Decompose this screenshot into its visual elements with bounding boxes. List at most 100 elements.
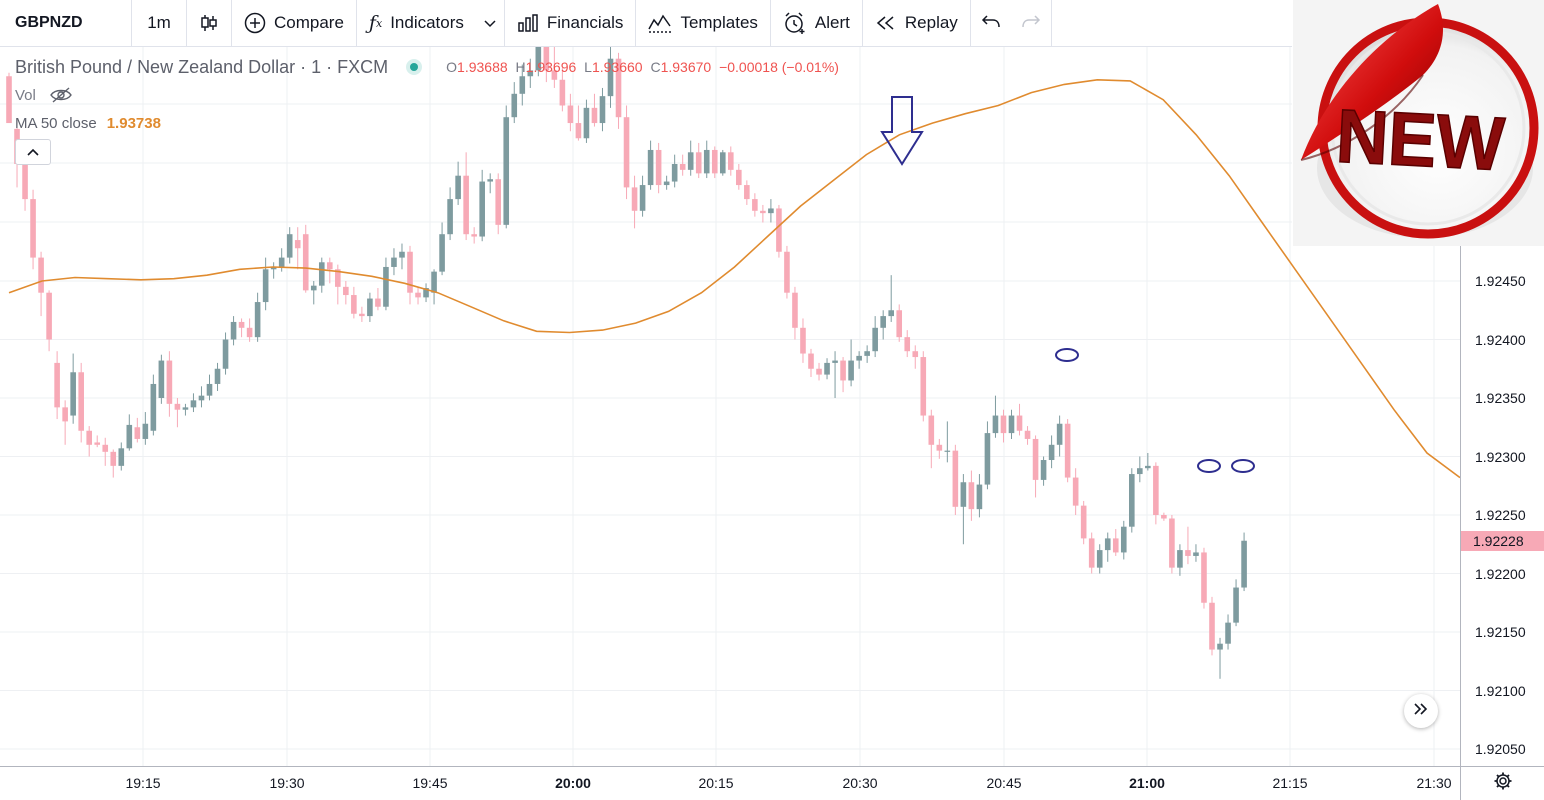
chevron-down-icon [484, 13, 496, 33]
chart-type-button[interactable] [187, 0, 232, 46]
candle-body [623, 117, 630, 188]
candle-body [230, 321, 237, 340]
chart-grid [0, 46, 1460, 766]
price-axis[interactable]: 1.92450 1.92400 1.92350 1.92300 1.92250 1.922… [1460, 246, 1544, 766]
candle-body [1080, 505, 1087, 539]
change-value: −0.00018 (−0.01%) [719, 59, 839, 75]
replay-button[interactable]: Replay [863, 0, 971, 46]
candle-body [679, 164, 686, 170]
ma-label: MA 50 close [15, 114, 97, 132]
time-tick-label: 21:00 [1129, 775, 1165, 791]
time-tick-label: 19:45 [412, 775, 448, 791]
indicators-dropdown-button[interactable] [476, 0, 505, 46]
candle-body [1008, 415, 1015, 434]
candle-body [174, 403, 181, 410]
annotations [880, 96, 1255, 473]
eye-off-icon[interactable] [50, 87, 72, 103]
candle-body [944, 450, 951, 452]
candle-body [1233, 587, 1239, 623]
scroll-to-realtime-button[interactable] [1404, 694, 1438, 728]
price-tick-label: 1.92100 [1475, 682, 1526, 699]
candle-body [832, 360, 838, 363]
candle-body [134, 427, 141, 439]
candle-body [487, 179, 493, 182]
circle-annotation [1197, 459, 1221, 473]
indicators-label: Indicators [390, 13, 464, 32]
symbol-search-button[interactable]: GBPNZD [0, 0, 132, 46]
candle-body [711, 149, 718, 174]
candle-body [479, 181, 485, 237]
candle-body [599, 96, 606, 124]
circle-annotation [1055, 348, 1079, 362]
candle-body [399, 251, 405, 258]
candle-body [126, 424, 133, 449]
last-price-label: 1.92228 [1461, 531, 1544, 551]
candle-body [262, 269, 269, 303]
time-tick-label: 20:00 [555, 775, 591, 791]
collapse-legend-button[interactable] [15, 139, 51, 165]
candle-body [687, 152, 694, 170]
candle-body [447, 199, 453, 235]
chevron-up-icon [27, 143, 39, 161]
open-value: 1.93688 [457, 59, 508, 75]
ma50-line [8, 78, 1460, 479]
candle-body [784, 251, 790, 293]
candle-body [1120, 526, 1127, 553]
candle-body [511, 93, 518, 118]
candle-body [744, 185, 750, 200]
candle-body [880, 316, 886, 328]
close-value: 1.93670 [660, 59, 712, 75]
chart-legend: British Pound / New Zealand Dollar · 1 ·… [15, 55, 843, 135]
market-status-dot[interactable] [410, 63, 419, 71]
price-tick-label: 1.92350 [1475, 390, 1526, 406]
candle-body [952, 450, 959, 507]
candle-body [824, 362, 830, 375]
candle-body [703, 149, 710, 174]
financials-label: Financials [546, 13, 624, 32]
candle-body [920, 357, 927, 416]
templates-label: Templates [680, 13, 758, 32]
candle-body [719, 152, 726, 174]
time-axis[interactable]: 19:15 19:30 19:45 20:00 20:15 20:30 20:45 21:00… [0, 766, 1460, 800]
candle-body [535, 41, 542, 71]
ma-value: 1.93738 [106, 114, 161, 132]
plus-circle-icon [244, 12, 266, 34]
candle-body [86, 430, 92, 445]
candle-body [912, 351, 919, 358]
interval-button[interactable]: 1m [132, 0, 187, 46]
undo-button[interactable] [971, 0, 1011, 46]
candle-body [391, 257, 397, 267]
alert-button[interactable]: Alert [771, 0, 863, 46]
financials-button[interactable]: Financials [505, 0, 637, 46]
candle-body [142, 423, 149, 439]
down-arrow-annotation [880, 96, 924, 166]
candle-body [1016, 415, 1023, 431]
symbol-title[interactable]: British Pound / New Zealand Dollar · 1 ·… [15, 56, 389, 77]
candle-body [760, 210, 766, 214]
ma-legend-row[interactable]: MA 50 close 1.93738 [15, 111, 843, 135]
candle-body [655, 149, 662, 186]
candle-body [158, 360, 165, 398]
candle-body [206, 383, 213, 396]
chart-settings-button[interactable] [1460, 766, 1544, 800]
candle-body [976, 484, 983, 510]
candle-body [1040, 460, 1047, 480]
candle-body [607, 58, 614, 97]
candle-body [30, 199, 36, 258]
alert-label: Alert [814, 13, 850, 32]
compare-button[interactable]: Compare [232, 0, 357, 46]
redo-button[interactable] [1011, 0, 1052, 46]
candle-body [455, 175, 461, 200]
price-tick-label: 1.92450 [1475, 273, 1526, 289]
volume-legend-row[interactable]: Vol [15, 83, 843, 107]
candle-body [936, 444, 943, 451]
candle-body [1129, 474, 1135, 527]
templates-button[interactable]: Templates [636, 0, 771, 46]
chart-canvas[interactable] [0, 0, 1460, 766]
candle-body [928, 415, 935, 445]
candle-body [415, 292, 421, 298]
candle-body [254, 302, 261, 338]
